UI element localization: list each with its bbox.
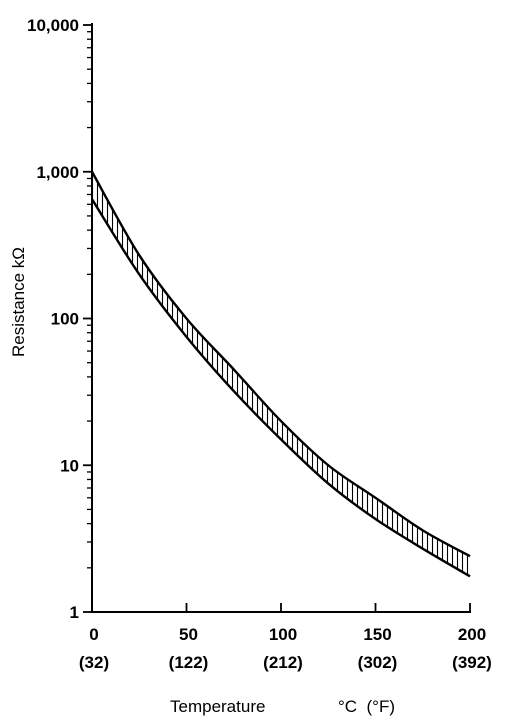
y-tick-label: 10,000 <box>27 16 79 35</box>
resistance-tolerance-band <box>92 171 470 577</box>
lower-resistance-curve <box>90 198 471 578</box>
y-tick-label: 10 <box>60 456 79 475</box>
y-tick-label: 1 <box>70 603 79 622</box>
x-tick-label: 200 <box>458 625 486 644</box>
x-tick-sublabel: (122) <box>169 653 209 672</box>
y-axis-ticks: 1 10 100 1,000 10,000 <box>27 16 92 622</box>
x-tick-sublabel: (392) <box>452 653 492 672</box>
y-tick-label: 1,000 <box>36 163 79 182</box>
x-axis-ticks: 0 (32) 50 (122) 100 (212) 150 (302) 200 (392) <box>79 603 492 672</box>
y-axis-title: Resistance kΩ <box>9 247 28 357</box>
x-axis-units: °C (°F) <box>338 697 395 716</box>
upper-resistance-curve <box>90 171 471 558</box>
x-tick-label: 0 <box>89 625 98 644</box>
y-tick-label: 100 <box>51 310 79 329</box>
x-tick-label: 100 <box>269 625 297 644</box>
x-tick-sublabel: (212) <box>263 653 303 672</box>
x-tick-sublabel: (32) <box>79 653 109 672</box>
x-tick-sublabel: (302) <box>358 653 398 672</box>
x-axis-title: Temperature <box>170 697 265 716</box>
x-tick-label: 150 <box>363 625 391 644</box>
x-tick-label: 50 <box>179 625 198 644</box>
